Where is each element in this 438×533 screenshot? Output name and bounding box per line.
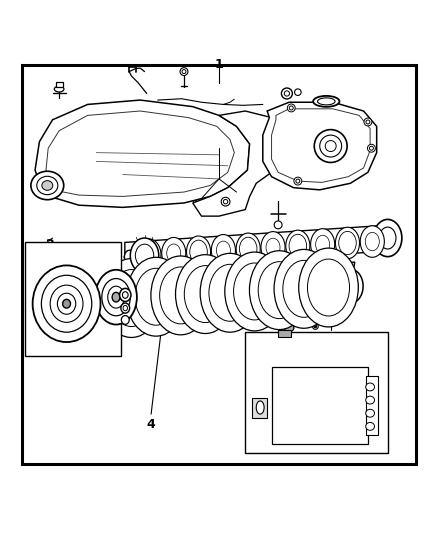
Bar <box>56 82 63 87</box>
Ellipse shape <box>274 249 334 328</box>
Text: 5: 5 <box>326 312 335 326</box>
Polygon shape <box>107 262 355 326</box>
Ellipse shape <box>364 118 372 126</box>
Ellipse shape <box>336 227 360 259</box>
Ellipse shape <box>367 144 375 152</box>
Bar <box>278 330 291 336</box>
Ellipse shape <box>313 324 318 329</box>
Polygon shape <box>193 111 289 216</box>
Ellipse shape <box>95 270 137 325</box>
Ellipse shape <box>42 181 53 190</box>
Ellipse shape <box>256 401 264 414</box>
Ellipse shape <box>121 303 130 313</box>
Ellipse shape <box>284 324 294 332</box>
Ellipse shape <box>366 409 374 417</box>
Ellipse shape <box>32 265 100 342</box>
Ellipse shape <box>286 230 310 262</box>
Ellipse shape <box>225 252 284 331</box>
Ellipse shape <box>120 288 131 302</box>
Ellipse shape <box>281 88 293 99</box>
Ellipse shape <box>176 255 235 334</box>
Text: 1: 1 <box>215 59 223 71</box>
Ellipse shape <box>373 220 402 257</box>
Ellipse shape <box>294 177 302 185</box>
Bar <box>366 376 378 435</box>
Ellipse shape <box>54 86 64 92</box>
Text: 2: 2 <box>46 238 55 251</box>
Ellipse shape <box>180 68 188 76</box>
Polygon shape <box>125 225 392 269</box>
Ellipse shape <box>187 236 211 268</box>
Ellipse shape <box>121 316 129 324</box>
Ellipse shape <box>287 104 295 112</box>
Ellipse shape <box>338 269 363 303</box>
Polygon shape <box>35 100 250 207</box>
Ellipse shape <box>249 251 309 329</box>
Bar <box>245 332 388 453</box>
Ellipse shape <box>366 396 374 404</box>
Ellipse shape <box>31 171 64 200</box>
Bar <box>272 367 368 444</box>
Bar <box>252 398 267 418</box>
Text: 4: 4 <box>147 418 155 431</box>
Ellipse shape <box>313 96 339 107</box>
Ellipse shape <box>299 248 358 327</box>
Ellipse shape <box>112 292 120 302</box>
Ellipse shape <box>200 253 260 332</box>
Ellipse shape <box>162 237 186 269</box>
Text: 3: 3 <box>151 251 160 264</box>
Ellipse shape <box>137 239 161 270</box>
Ellipse shape <box>102 259 161 337</box>
Ellipse shape <box>314 325 317 328</box>
Bar <box>25 243 121 356</box>
Ellipse shape <box>360 226 385 257</box>
Ellipse shape <box>274 221 282 229</box>
Ellipse shape <box>261 232 285 263</box>
Ellipse shape <box>63 300 71 308</box>
Ellipse shape <box>131 238 159 273</box>
Ellipse shape <box>311 229 335 260</box>
Ellipse shape <box>366 423 374 430</box>
Ellipse shape <box>124 251 134 263</box>
Ellipse shape <box>211 235 236 266</box>
Ellipse shape <box>126 257 186 336</box>
Ellipse shape <box>294 89 301 95</box>
Ellipse shape <box>314 130 347 163</box>
Ellipse shape <box>151 256 210 335</box>
Ellipse shape <box>236 233 260 264</box>
Ellipse shape <box>366 383 374 391</box>
Polygon shape <box>263 102 377 190</box>
